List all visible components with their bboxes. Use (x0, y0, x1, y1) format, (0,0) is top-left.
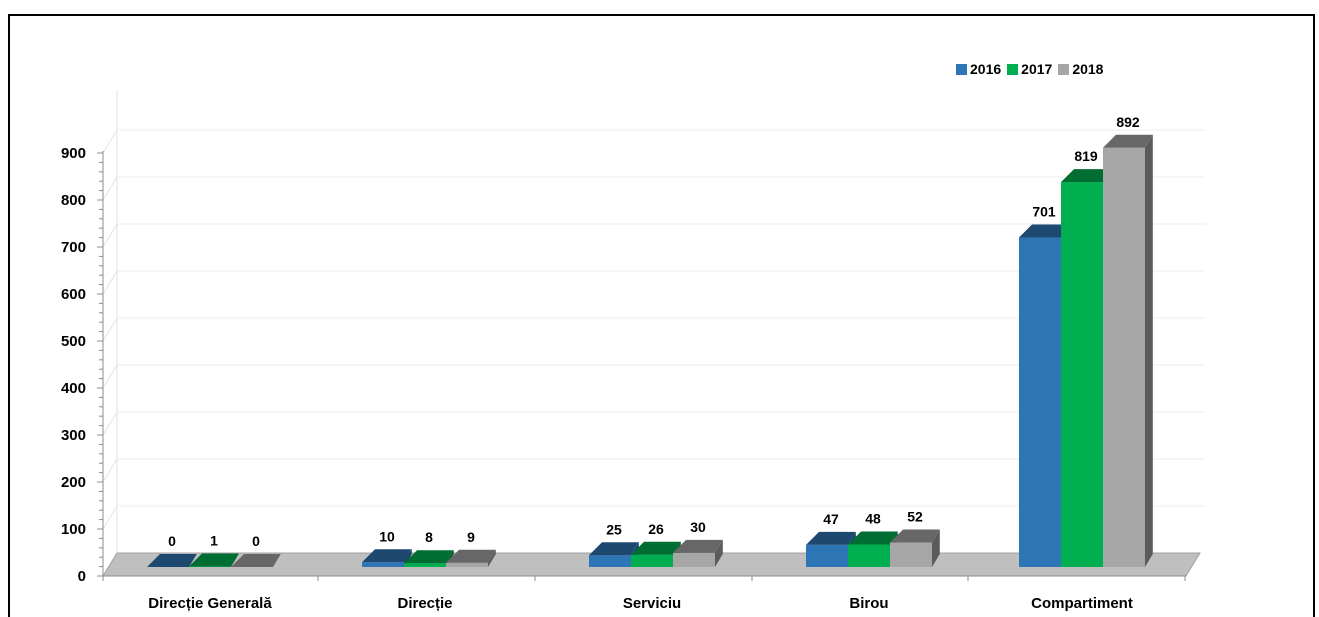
gridline-side-800 (102, 176, 118, 201)
x-category-label: Direcție Generală (148, 595, 272, 612)
bar-top (1103, 134, 1153, 148)
legend-swatch-2018 (1058, 63, 1070, 75)
chart-frame (8, 14, 1315, 617)
bar-front (1103, 147, 1145, 567)
y-tick-label: 500 (61, 333, 86, 350)
bar-top (404, 550, 454, 564)
bar-side (488, 549, 496, 567)
legend-swatch-2016 (956, 63, 967, 75)
gridline-side-400 (102, 364, 118, 389)
bar-value-label: 48 (865, 510, 881, 526)
bar-top (806, 531, 856, 545)
bar-front (446, 562, 488, 567)
gridline-side-900 (102, 129, 118, 154)
gridline-side-500 (102, 317, 118, 342)
bar-value-label: 26 (648, 521, 664, 537)
y-tick-label: 200 (61, 474, 86, 491)
bar-value-label: 9 (467, 529, 475, 545)
bar-side (932, 529, 940, 567)
bar-top (446, 549, 496, 563)
bar-front (404, 563, 446, 567)
bar-value-label: 701 (1032, 204, 1056, 220)
y-tick-label: 300 (61, 427, 86, 444)
bar-top (147, 554, 197, 567)
bar-side (231, 553, 239, 567)
y-tick-label: 800 (61, 192, 86, 209)
bar-value-label: 30 (690, 519, 706, 535)
bar-side (1145, 134, 1153, 567)
gridline-side-700 (102, 223, 118, 248)
legend-swatch-2017 (1007, 63, 1019, 75)
bar-front (673, 552, 715, 567)
legend-item-2018: 2018 (1058, 61, 1103, 77)
bar-front (848, 544, 890, 567)
bar-value-label: 47 (823, 511, 839, 527)
bar-value-label: 0 (168, 533, 176, 549)
bar-top (631, 541, 681, 555)
bar-top (231, 554, 281, 567)
bar-value-label: 1 (210, 533, 218, 549)
bar-value-label: 10 (379, 528, 395, 544)
y-tick-label: 0 (78, 568, 86, 585)
bar-value-label: 8 (425, 529, 433, 545)
bar-front (362, 562, 404, 567)
bar-value-label: 819 (1074, 148, 1098, 164)
bar-value-label: 0 (252, 533, 260, 549)
bar-value-label: 892 (1116, 114, 1140, 130)
y-tick-label: 700 (61, 239, 86, 256)
bar-value-label: 52 (907, 509, 923, 525)
y-tick-label: 400 (61, 380, 86, 397)
bar-top (362, 549, 412, 563)
gridline-side-600 (102, 270, 118, 295)
gridline-side-300 (102, 411, 118, 436)
bar-value-label: 25 (606, 521, 622, 537)
bar-front (890, 542, 932, 567)
bar-top (848, 531, 898, 545)
gridline-side-200 (102, 458, 118, 483)
bar-top (1061, 169, 1111, 183)
y-tick-label: 900 (61, 145, 86, 162)
x-category-label: Serviciu (623, 595, 681, 612)
legend-label-2017: 2017 (1021, 61, 1053, 77)
legend-item-2016: 2016 (956, 61, 1001, 77)
y-tick-label: 600 (61, 286, 86, 303)
bar-top (890, 529, 940, 543)
bar-top (673, 539, 723, 553)
legend-item-2017: 2017 (1007, 61, 1052, 77)
y-tick-label: 100 (61, 521, 86, 538)
gridline-side-100 (102, 505, 118, 530)
x-category-label: Compartiment (1031, 595, 1133, 612)
x-category-label: Birou (849, 595, 888, 612)
bar-front (589, 555, 631, 567)
x-category-label: Direcție (397, 595, 452, 612)
bar-front (1061, 182, 1103, 567)
bar-front (806, 544, 848, 567)
bar-front (1019, 237, 1061, 567)
bar-top (589, 542, 639, 556)
bar-top (189, 553, 239, 567)
legend-label-2018: 2018 (1072, 61, 1104, 77)
bar-front (631, 554, 673, 567)
legend-label-2016: 2016 (970, 61, 1002, 77)
bar-top (1019, 224, 1069, 238)
bar-side (715, 539, 723, 567)
legend: 2016 2017 2018 (956, 61, 1109, 77)
